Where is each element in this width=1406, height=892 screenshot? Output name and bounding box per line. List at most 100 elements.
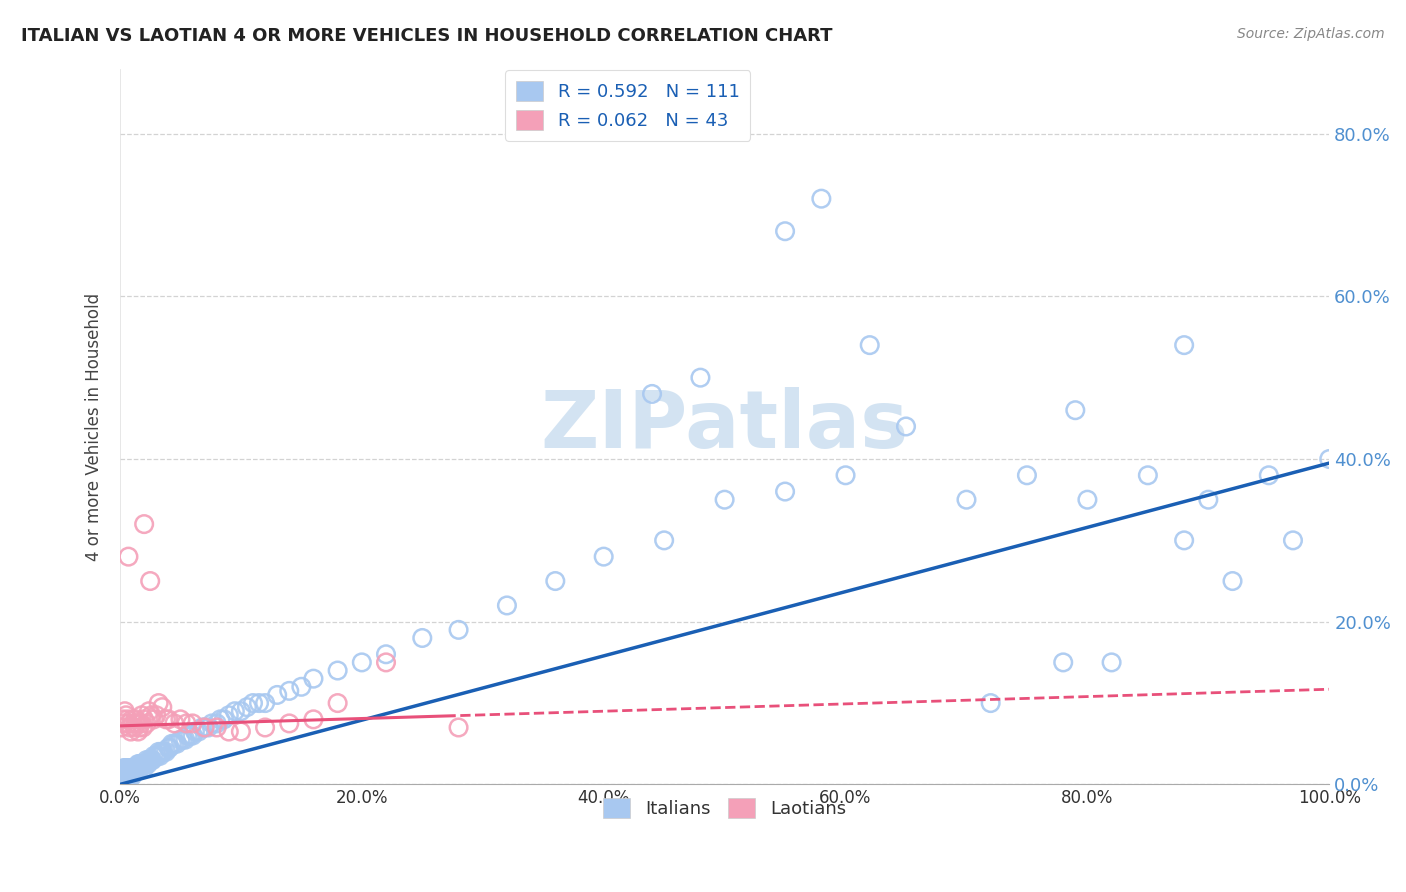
Point <box>411 631 433 645</box>
Point <box>859 338 882 352</box>
Point <box>212 712 235 726</box>
Point <box>810 192 832 206</box>
Point <box>1257 468 1279 483</box>
Point <box>375 656 398 670</box>
Point <box>181 729 204 743</box>
Point <box>125 761 148 775</box>
Y-axis label: 4 or more Vehicles in Household: 4 or more Vehicles in Household <box>86 293 103 560</box>
Point <box>135 716 157 731</box>
Text: ITALIAN VS LAOTIAN 4 OR MORE VEHICLES IN HOUSEHOLD CORRELATION CHART: ITALIAN VS LAOTIAN 4 OR MORE VEHICLES IN… <box>21 27 832 45</box>
Point <box>1173 533 1195 548</box>
Point <box>138 704 160 718</box>
Point <box>229 724 252 739</box>
Point <box>132 721 155 735</box>
Point <box>125 712 148 726</box>
Point <box>134 757 156 772</box>
Point <box>266 688 288 702</box>
Point <box>145 708 167 723</box>
Point <box>652 533 675 548</box>
Point <box>125 716 148 731</box>
Point <box>134 712 156 726</box>
Point <box>278 716 301 731</box>
Point <box>205 716 228 731</box>
Point <box>155 745 177 759</box>
Point <box>141 753 163 767</box>
Point <box>128 757 150 772</box>
Point <box>544 574 567 588</box>
Point <box>136 757 159 772</box>
Point <box>118 761 141 775</box>
Point <box>115 765 138 780</box>
Point <box>122 716 145 731</box>
Point <box>142 712 165 726</box>
Point <box>117 761 139 775</box>
Point <box>148 745 170 759</box>
Point <box>111 769 134 783</box>
Point <box>1317 452 1340 467</box>
Point <box>179 729 201 743</box>
Point <box>120 765 142 780</box>
Point <box>115 761 138 775</box>
Point <box>131 757 153 772</box>
Point <box>773 484 796 499</box>
Point <box>125 761 148 775</box>
Point <box>157 740 180 755</box>
Legend: Italians, Laotians: Italians, Laotians <box>596 791 853 825</box>
Point <box>114 761 136 775</box>
Point <box>689 370 711 384</box>
Point <box>148 696 170 710</box>
Point <box>496 599 519 613</box>
Point <box>122 765 145 780</box>
Point <box>120 761 142 775</box>
Point <box>166 737 188 751</box>
Point <box>350 656 373 670</box>
Point <box>128 721 150 735</box>
Point <box>1064 403 1087 417</box>
Point <box>139 753 162 767</box>
Point <box>176 716 198 731</box>
Point <box>110 721 132 735</box>
Point <box>117 769 139 783</box>
Point <box>1076 492 1098 507</box>
Point <box>197 721 219 735</box>
Point <box>118 769 141 783</box>
Point <box>713 492 735 507</box>
Point <box>120 724 142 739</box>
Point <box>127 757 149 772</box>
Point <box>110 769 132 783</box>
Point <box>115 761 138 775</box>
Point <box>194 721 217 735</box>
Point <box>201 716 224 731</box>
Text: ZIPatlas: ZIPatlas <box>540 387 908 466</box>
Point <box>1222 574 1244 588</box>
Point <box>229 704 252 718</box>
Point <box>134 517 156 532</box>
Point <box>191 721 214 735</box>
Point <box>114 765 136 780</box>
Point <box>121 765 143 780</box>
Point <box>115 708 138 723</box>
Point <box>172 732 194 747</box>
Point <box>447 721 470 735</box>
Point <box>174 732 197 747</box>
Point <box>149 748 172 763</box>
Point <box>184 724 207 739</box>
Point <box>205 721 228 735</box>
Point <box>138 753 160 767</box>
Point <box>150 745 173 759</box>
Point <box>117 765 139 780</box>
Point <box>155 712 177 726</box>
Point <box>176 729 198 743</box>
Point <box>121 761 143 775</box>
Point <box>247 696 270 710</box>
Point <box>118 765 141 780</box>
Point <box>124 765 146 780</box>
Point <box>1136 468 1159 483</box>
Point <box>157 712 180 726</box>
Point <box>142 748 165 763</box>
Point <box>117 549 139 564</box>
Point <box>1282 533 1305 548</box>
Point <box>218 708 240 723</box>
Point <box>1052 656 1074 670</box>
Point <box>129 716 152 731</box>
